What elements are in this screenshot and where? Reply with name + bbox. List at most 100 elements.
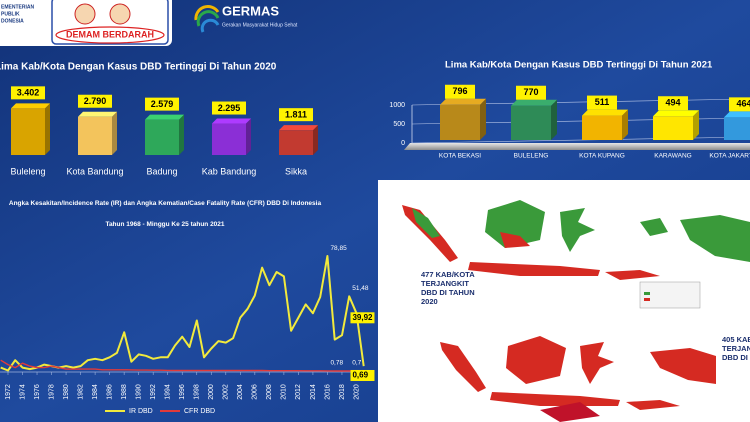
value-label: 3.402 <box>17 88 40 98</box>
y-tick-label: 0 <box>401 140 405 147</box>
island <box>640 218 668 236</box>
island <box>506 336 566 384</box>
bar <box>653 116 693 140</box>
logo-figure <box>109 3 131 25</box>
logo-text: DEMAM BERDARAH <box>66 29 154 39</box>
bar <box>279 130 313 155</box>
brand-subtitle: Gerakan Masyarakat Hidup Sehat <box>222 22 298 28</box>
bar-top <box>78 111 117 117</box>
value-label: 1.811 <box>285 110 307 120</box>
map-caption: 405 KAB <box>722 335 750 344</box>
island <box>580 342 614 384</box>
value-label: 2.790 <box>84 96 107 106</box>
ministry-text: DONESIA <box>1 18 24 24</box>
point-label-box <box>350 369 375 381</box>
map-caption: TERJANGKIT <box>421 279 469 288</box>
bar-top <box>212 118 251 124</box>
floor <box>404 143 750 150</box>
legend-label: IR DBD <box>129 408 153 415</box>
point-label: 78,85 <box>330 245 347 252</box>
bar <box>724 117 750 140</box>
x-tick-label: 1980 <box>63 384 70 400</box>
x-tick-label: 1992 <box>150 384 157 400</box>
map-legend-swatch <box>644 292 650 295</box>
watermark <box>540 402 600 422</box>
value-label: 2.295 <box>218 103 241 113</box>
brand-icon <box>194 5 220 21</box>
value-label-box <box>11 86 45 100</box>
island <box>440 342 486 392</box>
x-tick-label: 1976 <box>34 384 41 400</box>
bar <box>440 104 480 140</box>
value-label-box <box>445 84 475 99</box>
point-label: 39,92 <box>352 313 373 322</box>
bar-top <box>653 110 699 117</box>
bar <box>145 119 179 155</box>
series-line <box>0 255 365 372</box>
x-tick-label: 2020 <box>353 384 360 400</box>
bar-side <box>622 109 628 140</box>
map-caption: DBD DI <box>722 353 748 362</box>
value-label: 464 <box>736 99 750 109</box>
island <box>490 392 620 406</box>
series-line <box>0 359 364 372</box>
x-tick-label: 2004 <box>237 384 244 400</box>
bar-side <box>693 110 699 140</box>
x-tick-label: 2014 <box>310 384 317 400</box>
bar-side <box>480 98 486 140</box>
bar-top <box>724 111 750 118</box>
value-label: 796 <box>452 86 467 96</box>
x-tick-label: 1990 <box>136 384 143 400</box>
x-tick-label: Badung <box>146 166 177 176</box>
ministry-text: PUBLIK <box>1 11 20 17</box>
island <box>650 348 716 384</box>
x-tick-label: Kab Bandung <box>202 166 257 176</box>
logo-figure <box>74 3 96 25</box>
map-2020 <box>402 200 750 309</box>
x-tick-label: 1996 <box>179 384 186 400</box>
x-tick-label: KOTA JAKARTA TIMUR <box>709 153 750 160</box>
x-tick-label: 2000 <box>208 384 215 400</box>
brand-icon <box>196 10 220 27</box>
bar-side <box>313 125 318 155</box>
bar-top <box>279 125 318 131</box>
bar <box>582 115 622 140</box>
x-tick-label: 1982 <box>77 384 84 400</box>
point-label: 0,78 <box>330 360 343 367</box>
bar <box>78 116 112 155</box>
bar <box>511 105 551 140</box>
x-tick-label: 2016 <box>324 384 331 400</box>
value-label: 2.579 <box>151 99 174 109</box>
y-tick-label: 500 <box>393 121 405 128</box>
bar <box>212 123 246 155</box>
logo-ribbon <box>55 26 165 44</box>
x-tick-label: 1972 <box>5 384 12 400</box>
x-tick-label: 1974 <box>19 384 26 400</box>
value-label-box <box>516 85 546 100</box>
island <box>605 270 660 280</box>
island <box>468 262 600 276</box>
x-tick-label: Kota Bandung <box>66 166 123 176</box>
bar-top <box>11 103 50 109</box>
bar <box>11 108 45 155</box>
map-caption: DBD DI TAHUN <box>421 288 475 297</box>
x-tick-label: 1978 <box>48 384 55 400</box>
chart-title: Lima Kab/Kota Dengan Kasus DBD Tertinggi… <box>0 62 277 73</box>
legend-label: CFR DBD <box>184 408 215 415</box>
x-tick-label: KARAWANG <box>654 153 691 160</box>
x-tick-label: 2008 <box>266 384 273 400</box>
bar-side <box>551 99 557 140</box>
value-label-box <box>587 95 617 110</box>
x-tick-label: BULELENG <box>514 153 549 160</box>
bar-top <box>511 99 557 106</box>
island <box>500 232 530 248</box>
bar-side <box>179 114 184 155</box>
point-label-box <box>350 312 375 324</box>
map-caption: TERJAN <box>722 344 750 353</box>
x-tick-label: 1994 <box>165 384 172 400</box>
x-tick-label: 1984 <box>92 384 99 400</box>
value-label: 770 <box>523 87 538 97</box>
value-label-box <box>212 101 246 115</box>
